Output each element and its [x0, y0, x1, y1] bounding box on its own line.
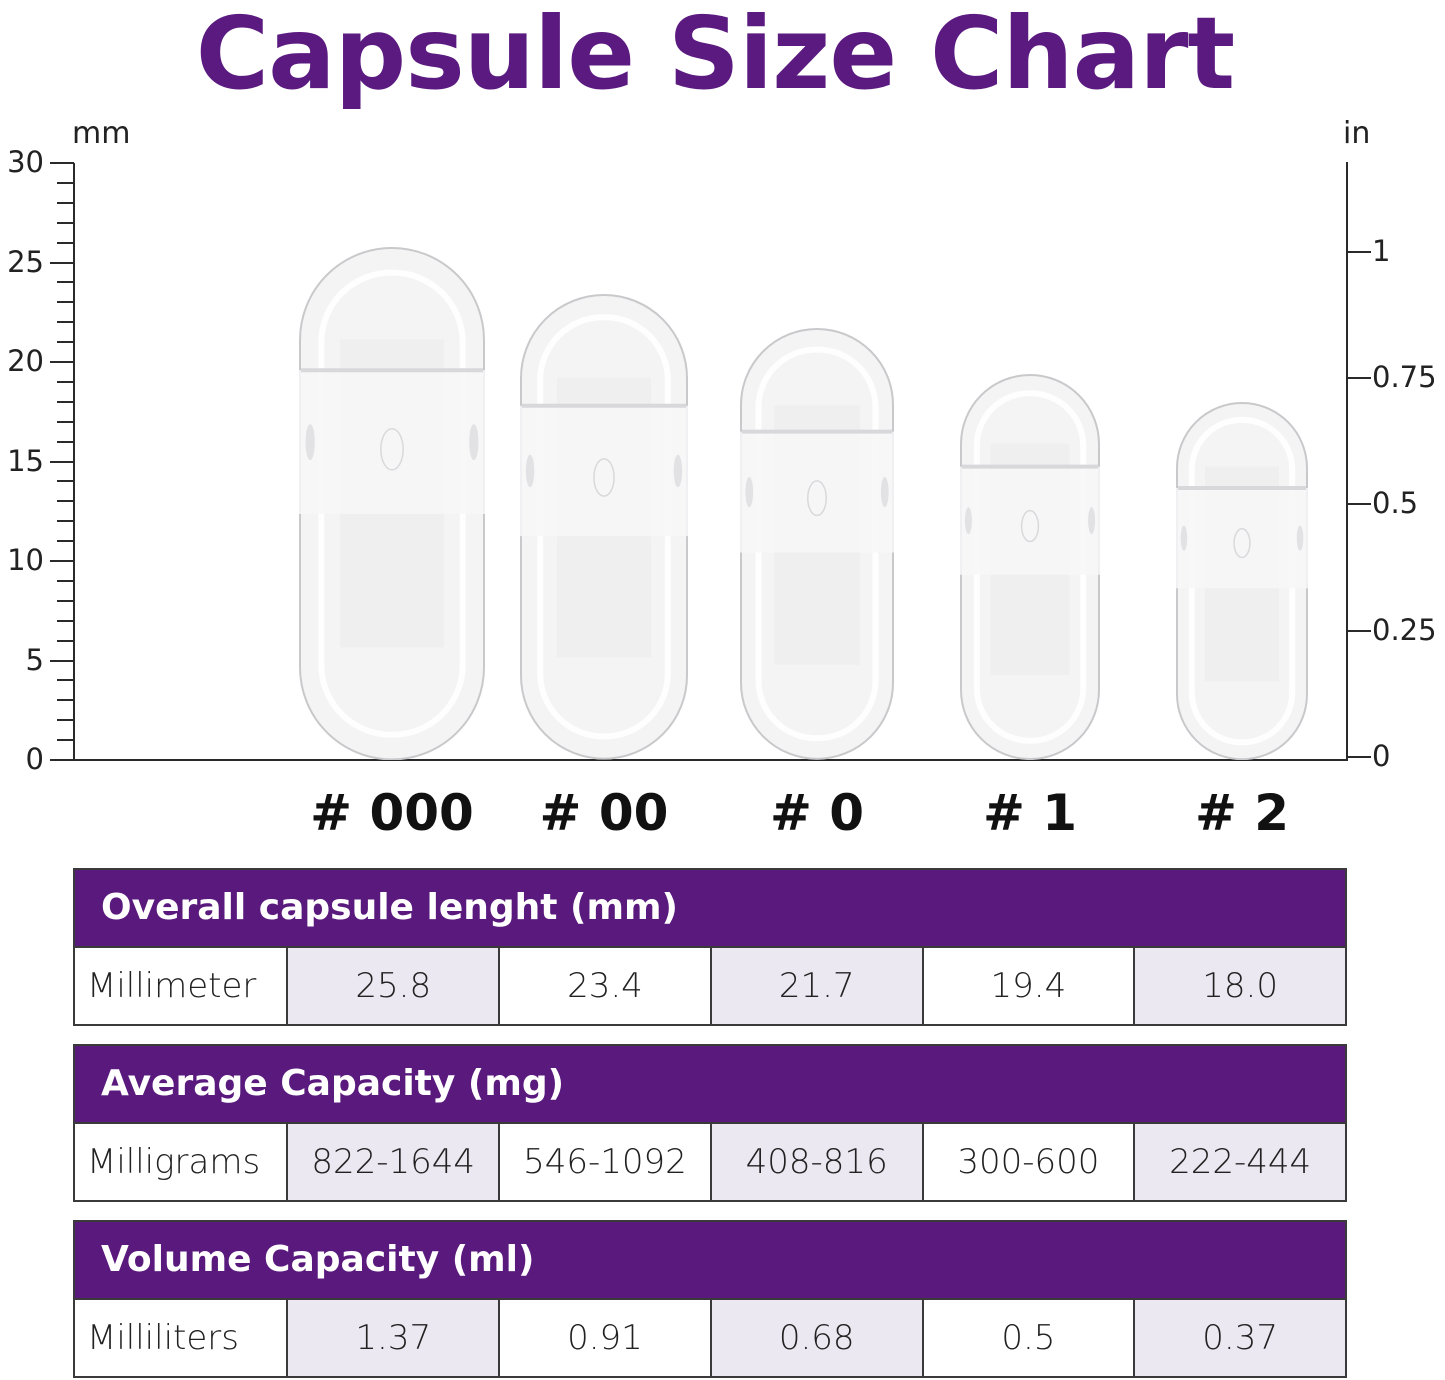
table-cell: 19.4	[921, 948, 1134, 1024]
minor-tick	[57, 221, 74, 224]
minor-tick	[57, 679, 74, 682]
table-row: Millimeter 25.8 23.4 21.7 19.4 18.0	[75, 948, 1345, 1024]
right-tick	[1347, 376, 1371, 379]
minor-tick	[57, 520, 74, 523]
minor-tick	[57, 341, 74, 344]
right-axis-line	[1346, 162, 1348, 761]
table-cell: 23.4	[498, 948, 710, 1024]
left-axis-line	[73, 163, 75, 761]
minor-tick	[57, 281, 74, 284]
table-cell: 222-444	[1133, 1124, 1345, 1200]
left-tick-label: 10	[7, 543, 44, 577]
minor-tick	[57, 739, 74, 742]
capsule-icon	[299, 246, 485, 760]
table-header: Overall capsule lenght (mm)	[75, 870, 1345, 948]
major-tick	[50, 162, 74, 164]
right-tick	[1347, 250, 1371, 253]
minor-tick	[57, 699, 74, 702]
major-tick	[50, 659, 74, 662]
right-tick	[1347, 503, 1371, 506]
table-cell: 21.7	[709, 948, 922, 1024]
minor-tick	[57, 181, 74, 184]
length-table: Overall capsule lenght (mm) Millimeter 2…	[73, 868, 1347, 1026]
capsule-icon	[740, 328, 894, 760]
left-tick-label: 25	[7, 244, 44, 279]
left-tick-label: 30	[7, 145, 44, 179]
minor-tick	[57, 420, 74, 423]
table-cell: 300-600	[921, 1124, 1134, 1200]
right-tick	[1347, 629, 1371, 632]
left-tick-label: 20	[7, 344, 44, 378]
table-cell: 0.5	[921, 1300, 1134, 1376]
table-cell: 822-1644	[286, 1124, 499, 1200]
row-label: Millimeter	[75, 948, 287, 1024]
right-axis-unit: in	[1343, 116, 1371, 151]
table-row: Milligrams 822-1644 546-1092 408-816 300…	[75, 1124, 1345, 1200]
capsule-icon	[520, 294, 688, 760]
capsule-icon	[960, 373, 1100, 760]
row-label: Milliliters	[75, 1300, 287, 1376]
minor-tick	[57, 639, 74, 642]
right-tick-label: 1	[1372, 233, 1391, 268]
minor-tick	[57, 380, 74, 383]
table-cell: 1.37	[286, 1300, 499, 1376]
minor-tick	[57, 599, 74, 602]
major-tick	[50, 560, 74, 562]
right-tick-label: 0.75	[1372, 359, 1437, 394]
major-tick	[50, 759, 74, 761]
table-cell: 546-1092	[498, 1124, 710, 1200]
chart-title: Capsule Size Chart	[195, 0, 1235, 112]
minor-tick	[57, 321, 74, 324]
table-cell: 0.37	[1133, 1300, 1345, 1376]
x-axis-baseline	[73, 759, 1348, 761]
table-row: Milliliters 1.37 0.91 0.68 0.5 0.37	[75, 1300, 1345, 1376]
minor-tick	[57, 579, 74, 582]
table-cell: 0.68	[709, 1300, 922, 1376]
major-tick	[50, 261, 74, 264]
left-tick-label: 0	[25, 742, 44, 776]
table-cell: 408-816	[709, 1124, 922, 1200]
table-cell: 0.91	[498, 1300, 710, 1376]
right-tick-label: 0.25	[1372, 612, 1437, 647]
table-header: Average Capacity (mg)	[75, 1046, 1345, 1124]
right-tick-label: 0.5	[1372, 486, 1419, 521]
capacity-mg-table: Average Capacity (mg) Milligrams 822-164…	[73, 1044, 1347, 1202]
minor-tick	[57, 440, 74, 443]
minor-tick	[57, 480, 74, 483]
capsule-icon	[1176, 401, 1308, 760]
left-tick-label: 15	[7, 443, 44, 478]
table-cell: 25.8	[286, 948, 499, 1024]
capsule-label-2: # 2	[1194, 784, 1290, 842]
minor-tick	[57, 500, 74, 503]
minor-tick	[57, 400, 74, 403]
minor-tick	[57, 201, 74, 204]
minor-tick	[57, 540, 74, 543]
minor-tick	[57, 301, 74, 304]
capsule-label-1: # 1	[982, 784, 1078, 842]
minor-tick	[57, 241, 74, 244]
capsule-label-0: # 0	[769, 784, 865, 842]
table-cell: 18.0	[1133, 948, 1345, 1024]
volume-ml-table: Volume Capacity (ml) Milliliters 1.37 0.…	[73, 1220, 1347, 1378]
minor-tick	[57, 719, 74, 722]
major-tick	[50, 460, 74, 463]
capsule-label-000: # 000	[310, 784, 474, 842]
right-tick	[1347, 756, 1371, 758]
left-axis-unit: mm	[72, 116, 131, 151]
capsule-label-00: # 00	[539, 784, 669, 842]
row-label: Milligrams	[75, 1124, 287, 1200]
minor-tick	[57, 619, 74, 622]
left-tick-label: 5	[25, 642, 44, 677]
table-header: Volume Capacity (ml)	[75, 1222, 1345, 1300]
right-tick-label: 0	[1372, 739, 1391, 773]
major-tick	[50, 361, 74, 363]
